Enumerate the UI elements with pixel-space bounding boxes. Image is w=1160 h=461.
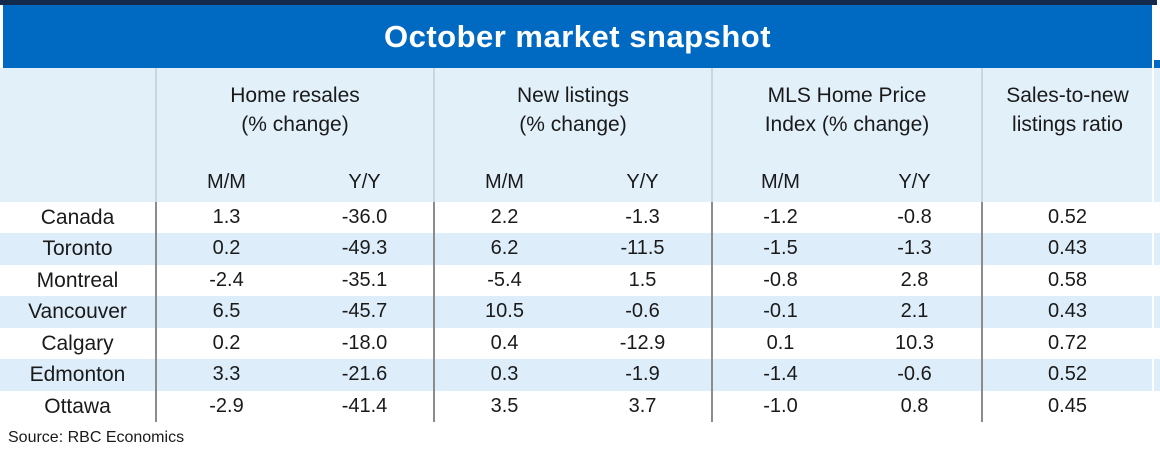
row-label: Montreal	[0, 264, 157, 297]
cell: 0.43	[1048, 237, 1087, 260]
cell: -21.6	[296, 359, 435, 391]
cell: -49.3	[296, 233, 435, 265]
group-label-line1: New listings	[516, 84, 630, 107]
cell: -12.9	[574, 327, 713, 360]
subheader-row: M/M Y/Y M/M Y/Y M/M Y/Y	[0, 165, 1152, 202]
table-title: October market snapshot	[383, 18, 772, 54]
table-title-bar: October market snapshot	[3, 5, 1152, 68]
row-label: Toronto	[0, 233, 157, 265]
cell: -5.4	[487, 268, 522, 291]
subheader-mm: M/M	[485, 171, 524, 193]
right-edge-strip-header	[1154, 68, 1160, 202]
cell: 1.3	[212, 206, 241, 228]
cell: -0.6	[848, 359, 983, 391]
cell: 0.8	[848, 390, 983, 422]
table-header: Home resales (% change) New listings (% …	[0, 68, 1152, 202]
cell: 10.5	[485, 300, 524, 323]
group-label-line2: Index (% change)	[764, 113, 930, 136]
table-row-ottawa: Ottawa -2.9 -41.4 3.5 3.7 -1.0 0.8 0.45	[0, 390, 1152, 422]
cell: 10.3	[848, 327, 983, 360]
table-row-montreal: Montreal -2.4 -35.1 -5.4 1.5 -0.8 2.8 0.…	[0, 264, 1152, 297]
cell: -35.1	[296, 264, 435, 297]
cell: 0.43	[1048, 300, 1087, 323]
cell: 3.5	[490, 394, 519, 417]
group-label-line1: Sales-to-new	[1006, 84, 1129, 107]
cell: -1.3	[848, 233, 983, 265]
cell: 0.2	[212, 237, 241, 260]
subheader-yy: Y/Y	[296, 165, 435, 202]
cell: 1.5	[574, 264, 713, 297]
row-label: Canada	[0, 202, 157, 234]
cell: -0.6	[574, 296, 713, 328]
row-label: Ottawa	[0, 390, 157, 422]
corner-cell	[0, 68, 157, 165]
column-group-row: Home resales (% change) New listings (% …	[0, 68, 1152, 165]
cell: -1.3	[574, 202, 713, 234]
cell: 0.52	[1048, 363, 1087, 386]
column-group-sales-to-new: Sales-to-new listings ratio	[983, 68, 1152, 165]
cell: -1.9	[574, 359, 713, 391]
cell: 2.2	[490, 206, 519, 228]
row-label: Calgary	[0, 327, 157, 360]
cell: -1.4	[763, 363, 798, 386]
subheader-mm: M/M	[761, 171, 800, 193]
cell: 2.8	[848, 264, 983, 297]
table-row-edmonton: Edmonton 3.3 -21.6 0.3 -1.9 -1.4 -0.6 0.…	[0, 359, 1152, 391]
column-group-new-listings: New listings (% change)	[435, 68, 713, 165]
cell: 0.1	[766, 331, 795, 354]
table-body: Canada 1.3 -36.0 2.2 -1.3 -1.2 -0.8 0.52…	[0, 202, 1152, 422]
table-row-vancouver: Vancouver 6.5 -45.7 10.5 -0.6 -0.1 2.1 0…	[0, 296, 1152, 328]
right-edge-strip	[1154, 60, 1160, 422]
column-group-mls-hpi: MLS Home Price Index (% change)	[713, 68, 983, 165]
cell: -1.5	[763, 237, 798, 260]
cell: 0.2	[212, 331, 241, 354]
source-note: Source: RBC Economics	[8, 429, 185, 446]
cell: -41.4	[296, 390, 435, 422]
group-label-line2: (% change)	[241, 113, 349, 136]
row-label: Vancouver	[0, 296, 157, 328]
group-label-line1: MLS Home Price	[767, 84, 927, 107]
cell: 0.72	[1048, 331, 1087, 354]
cell: 0.45	[1048, 394, 1087, 417]
cell: -0.8	[763, 268, 798, 291]
cell: 6.5	[212, 300, 241, 323]
cell: -2.9	[209, 394, 244, 417]
cell: 0.3	[490, 363, 519, 386]
subheader-empty	[0, 165, 157, 202]
cell: 6.2	[490, 237, 519, 260]
cell: -36.0	[296, 202, 435, 234]
cell: 3.3	[212, 363, 241, 386]
cell: 0.52	[1048, 206, 1087, 228]
table-row-calgary: Calgary 0.2 -18.0 0.4 -12.9 0.1 10.3 0.7…	[0, 327, 1152, 360]
group-label-line1: Home resales	[230, 84, 360, 107]
cell: -2.4	[209, 268, 244, 291]
right-edge-strip-blue	[1154, 60, 1160, 68]
group-label-line2: (% change)	[519, 113, 627, 136]
subheader-mm: M/M	[207, 171, 246, 193]
cell: -1.2	[763, 206, 798, 228]
cell: 0.4	[490, 331, 519, 354]
group-label-line2: listings ratio	[1012, 113, 1123, 136]
cell: 0.58	[1048, 268, 1087, 291]
column-group-home-resales: Home resales (% change)	[157, 68, 435, 165]
cell: 2.1	[848, 296, 983, 328]
table-top-border	[0, 0, 1157, 5]
cell: -0.8	[848, 202, 983, 234]
cell: -18.0	[296, 327, 435, 360]
cell: -1.0	[763, 394, 798, 417]
table-row-canada: Canada 1.3 -36.0 2.2 -1.3 -1.2 -0.8 0.52	[0, 202, 1152, 234]
cell: 3.7	[574, 390, 713, 422]
subheader-yy: Y/Y	[848, 165, 983, 202]
row-label: Edmonton	[0, 359, 157, 391]
cell: -0.1	[763, 300, 798, 323]
table-row-toronto: Toronto 0.2 -49.3 6.2 -11.5 -1.5 -1.3 0.…	[0, 233, 1152, 265]
cell: -45.7	[296, 296, 435, 328]
cell: -11.5	[574, 233, 713, 265]
subheader-empty	[983, 165, 1152, 202]
subheader-yy: Y/Y	[574, 165, 713, 202]
